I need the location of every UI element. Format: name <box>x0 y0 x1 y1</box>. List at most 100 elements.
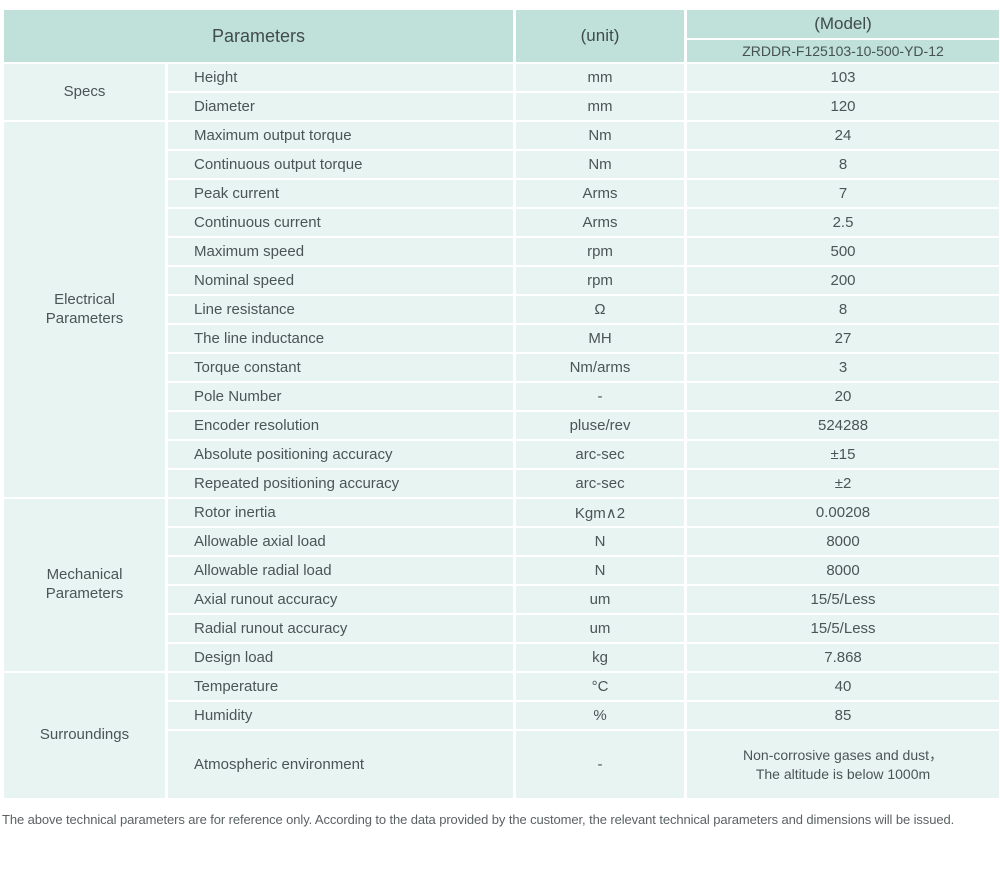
table-row: Axial runout accuracy um 15/5/Less <box>3 584 1000 615</box>
value-cell: 8000 <box>684 526 1000 557</box>
table-row: Humidity % 85 <box>3 700 1000 731</box>
unit-cell: arc-sec <box>513 439 688 470</box>
value-cell: 8 <box>684 149 1000 180</box>
value-cell: 7 <box>684 178 1000 209</box>
param-cell: The line inductance <box>164 323 517 354</box>
unit-cell: mm <box>513 62 688 93</box>
value-cell: ±15 <box>684 439 1000 470</box>
unit-cell: rpm <box>513 265 688 296</box>
unit-cell: - <box>513 729 688 800</box>
param-cell: Maximum speed <box>164 236 517 267</box>
motor-spec-table: Parameters (unit) (Model) ZRDDR-F125103-… <box>0 8 1000 800</box>
section-label-electrical: Electrical Parameters <box>1 120 168 499</box>
table-row: Maximum speed rpm 500 <box>3 236 1000 267</box>
value-cell: 3 <box>684 352 1000 383</box>
table-row: Continuous output torque Nm 8 <box>3 149 1000 180</box>
table-row: Design load kg 7.868 <box>3 642 1000 673</box>
value-cell: 8 <box>684 294 1000 325</box>
param-cell: Continuous output torque <box>164 149 517 180</box>
param-cell: Torque constant <box>164 352 517 383</box>
param-cell: Line resistance <box>164 294 517 325</box>
section-label-surroundings: Surroundings <box>1 671 168 800</box>
header-row-2: ZRDDR-F125103-10-500-YD-12 <box>3 38 1000 64</box>
value-cell: 8000 <box>684 555 1000 586</box>
table-row: Mechanical Parameters Rotor inertia Kgm∧… <box>1 497 1000 673</box>
param-cell: Repeated positioning accuracy <box>164 468 517 499</box>
value-cell: 24 <box>684 120 1000 151</box>
value-cell: 7.868 <box>684 642 1000 673</box>
param-cell: Encoder resolution <box>164 410 517 441</box>
table-row: Electrical Parameters Maximum output tor… <box>1 120 1000 499</box>
table-row: Surroundings Temperature °C 40 <box>1 671 1000 800</box>
section-label-mechanical: Mechanical Parameters <box>1 497 168 673</box>
unit-cell: rpm <box>513 236 688 267</box>
value-cell: 2.5 <box>684 207 1000 238</box>
unit-cell: kg <box>513 642 688 673</box>
table-row: Diameter mm 120 <box>3 91 1000 122</box>
table-row: Nominal speed rpm 200 <box>3 265 1000 296</box>
value-cell: 40 <box>684 671 1000 702</box>
param-cell: Pole Number <box>164 381 517 412</box>
table-row: Peak current Arms 7 <box>3 178 1000 209</box>
table-row: Specs Height mm 103 <box>1 62 1000 122</box>
value-cell: Non-corrosive gases and dust， The altitu… <box>684 729 1000 800</box>
param-cell: Design load <box>164 642 517 673</box>
value-cell: 20 <box>684 381 1000 412</box>
param-cell: Radial runout accuracy <box>164 613 517 644</box>
unit-cell: Nm/arms <box>513 352 688 383</box>
param-cell: Atmospheric environment <box>164 729 517 800</box>
table-row: Allowable radial load N 8000 <box>3 555 1000 586</box>
param-cell: Peak current <box>164 178 517 209</box>
param-cell: Rotor inertia <box>164 497 517 528</box>
value-cell: 15/5/Less <box>684 584 1000 615</box>
section-label-specs: Specs <box>1 62 168 122</box>
value-cell: 500 <box>684 236 1000 267</box>
value-cell: 524288 <box>684 410 1000 441</box>
section-name: Mechanical Parameters <box>45 566 124 602</box>
unit-cell: Nm <box>513 120 688 151</box>
header-row-1: Parameters (unit) (Model) <box>0 8 1000 64</box>
param-cell: Allowable radial load <box>164 555 517 586</box>
header-unit: (unit) <box>513 8 688 64</box>
unit-cell: N <box>513 526 688 557</box>
unit-cell: - <box>513 381 688 412</box>
unit-cell: Ω <box>513 294 688 325</box>
unit-cell: °C <box>513 671 688 702</box>
table-row: The line inductance MH 27 <box>3 323 1000 354</box>
param-cell: Humidity <box>164 700 517 731</box>
value-cell: 120 <box>684 91 1000 122</box>
param-cell: Temperature <box>164 671 517 702</box>
value-cell: 15/5/Less <box>684 613 1000 644</box>
table-row: Repeated positioning accuracy arc-sec ±2 <box>3 468 1000 499</box>
value-cell: 85 <box>684 700 1000 731</box>
footer-note: The above technical parameters are for r… <box>2 812 955 827</box>
param-cell: Continuous current <box>164 207 517 238</box>
unit-cell: pluse/rev <box>513 410 688 441</box>
table-row: Allowable axial load N 8000 <box>3 526 1000 557</box>
param-cell: Diameter <box>164 91 517 122</box>
param-cell: Allowable axial load <box>164 526 517 557</box>
value-cell: 27 <box>684 323 1000 354</box>
header-model-number: ZRDDR-F125103-10-500-YD-12 <box>684 38 1000 64</box>
unit-cell: N <box>513 555 688 586</box>
unit-cell: Nm <box>513 149 688 180</box>
unit-cell: MH <box>513 323 688 354</box>
unit-cell: Arms <box>513 207 688 238</box>
table-row: Pole Number - 20 <box>3 381 1000 412</box>
value-cell: 200 <box>684 265 1000 296</box>
unit-cell: arc-sec <box>513 468 688 499</box>
unit-cell: Arms <box>513 178 688 209</box>
param-cell: Maximum output torque <box>164 120 517 151</box>
unit-cell: mm <box>513 91 688 122</box>
header-model: (Model) <box>684 8 1000 40</box>
unit-cell: um <box>513 613 688 644</box>
table-row: Torque constant Nm/arms 3 <box>3 352 1000 383</box>
param-cell: Absolute positioning accuracy <box>164 439 517 470</box>
table-row: Encoder resolution pluse/rev 524288 <box>3 410 1000 441</box>
value-cell: ±2 <box>684 468 1000 499</box>
table-row: Atmospheric environment - Non-corrosive … <box>3 729 1000 800</box>
param-cell: Height <box>164 62 517 93</box>
spec-page: Parameters (unit) (Model) ZRDDR-F125103-… <box>0 8 1000 827</box>
header-parameters: Parameters <box>0 8 517 64</box>
table-row: Radial runout accuracy um 15/5/Less <box>3 613 1000 644</box>
